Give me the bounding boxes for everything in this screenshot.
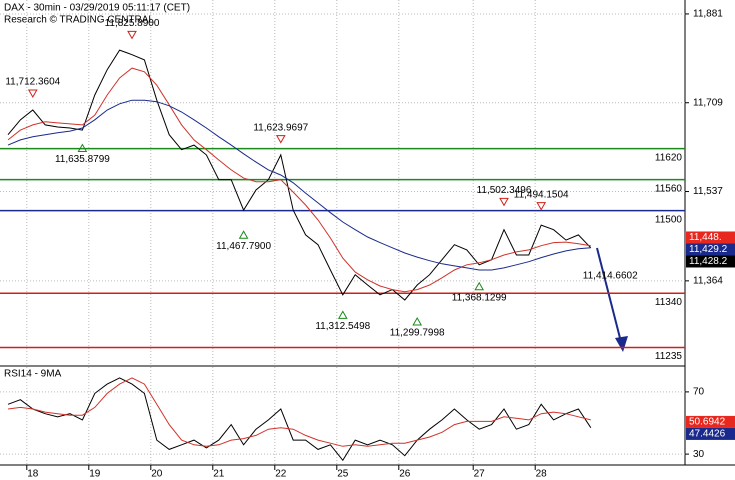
x-tick-label: 26: [399, 469, 411, 480]
series-line: [7, 99, 591, 271]
y-tick-label: 70: [693, 387, 705, 398]
x-tick-label: 20: [151, 469, 163, 480]
annotation-label: 11,467.7900: [216, 241, 271, 252]
annotation-label: 11,825.8900: [105, 18, 160, 29]
annotation-label: 11,712.3604: [5, 77, 60, 88]
value-tag: [686, 427, 735, 440]
projection-arrow: [596, 247, 628, 352]
high-marker: [499, 197, 509, 207]
annotation-label: 11,368.1299: [452, 292, 507, 303]
x-tick-label: 19: [89, 469, 101, 480]
low-marker: [412, 316, 423, 326]
low-marker: [474, 281, 485, 291]
high-marker: [27, 89, 38, 99]
series-line: [7, 377, 592, 462]
x-tick-label: 21: [213, 469, 225, 480]
level-label: 11235: [655, 351, 683, 362]
series-line: [7, 67, 591, 293]
value-tag: [686, 255, 735, 268]
x-tick-label: 25: [337, 469, 349, 480]
annotation-label: 11,502.3496: [477, 185, 532, 196]
y-tick-label: 11,364: [693, 275, 723, 286]
low-marker: [77, 143, 88, 152]
level-label: 11620: [655, 152, 683, 163]
y-tick-label: 11,709: [693, 97, 723, 108]
x-tick-label: 28: [536, 469, 548, 480]
chart-title: DAX - 30min - 03/29/2019 05:11:17 (CET): [4, 3, 190, 14]
annotation-label: 11,635.8799: [55, 154, 110, 165]
arrow-head: [615, 336, 628, 352]
series-line: [7, 377, 591, 447]
rsi-title: RSI14 - 9MA: [4, 369, 62, 380]
low-marker: [238, 230, 249, 239]
value-tag-label: 50.6942: [689, 417, 726, 428]
level-label: 11340: [655, 297, 683, 308]
high-marker: [536, 202, 547, 211]
value-tag: [686, 415, 735, 428]
x-tick-label: 22: [275, 469, 287, 480]
x-tick-label: 18: [27, 469, 39, 480]
value-tag-label: 47.4426: [689, 429, 726, 440]
y-tick-label: 11,881: [693, 9, 723, 20]
annotation-label: 11,494.1504: [514, 189, 569, 200]
x-tick-label: 27: [474, 469, 486, 480]
y-tick-label: 11,537: [693, 186, 723, 197]
level-label: 11560: [655, 183, 683, 194]
arrow-shaft: [596, 247, 622, 343]
value-tag-label: 11,429.2: [689, 244, 728, 255]
series-line: [7, 49, 592, 301]
annotation-label: 11,414.6602: [583, 270, 638, 281]
level-label: 11500: [655, 214, 683, 225]
annotation-label: 11,299.7998: [390, 328, 445, 339]
y-tick-label: 30: [693, 449, 705, 460]
annotation-label: 11,312.5498: [315, 321, 370, 332]
chart-subtitle: Research © TRADING CENTRAL: [4, 15, 154, 26]
value-tag: [686, 243, 735, 256]
value-tag: [686, 231, 735, 244]
low-marker: [337, 310, 348, 319]
high-marker: [275, 135, 286, 144]
annotation-label: 11,623.9697: [253, 122, 308, 133]
value-tag-label: 11,448.: [689, 232, 722, 243]
value-tag-label: 11,428.2: [689, 256, 728, 267]
high-marker: [127, 30, 137, 40]
